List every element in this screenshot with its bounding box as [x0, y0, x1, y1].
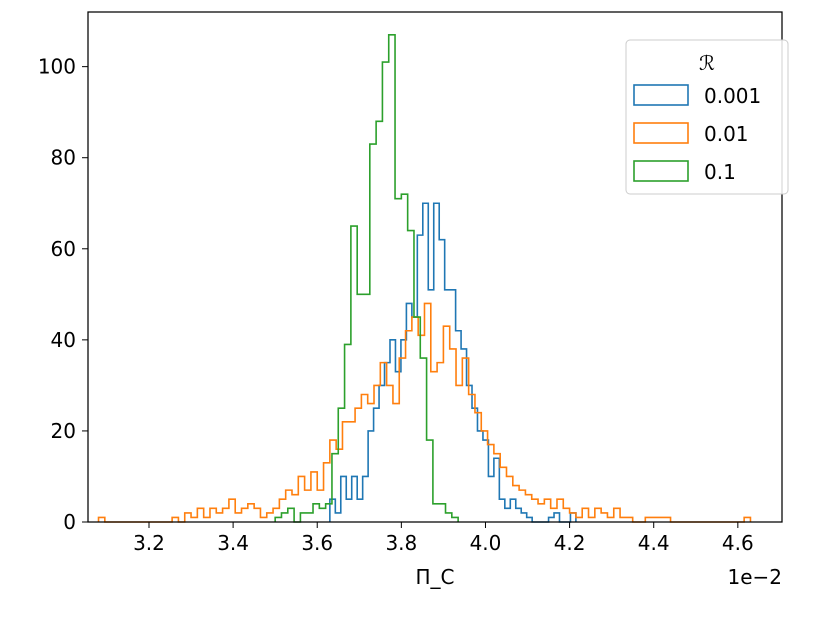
legend-label-0.1: 0.1 — [704, 160, 736, 184]
y-tick-label: 0 — [63, 510, 76, 534]
x-offset-label: 1e−2 — [727, 565, 782, 589]
x-tick-label: 3.6 — [301, 531, 333, 555]
legend: ℛ 0.001 0.01 0.1 — [625, 39, 789, 195]
legend-swatch-0.1 — [633, 160, 689, 182]
y-tick-label: 100 — [38, 55, 76, 79]
y-tick-label: 80 — [51, 146, 76, 170]
y-tick-label: 60 — [51, 237, 76, 261]
histogram-step-0.1 — [274, 33, 459, 523]
legend-label-0.001: 0.001 — [704, 84, 761, 108]
histogram-step-0.01 — [97, 302, 752, 523]
legend-box — [625, 39, 789, 195]
legend-swatch-0.001 — [633, 84, 689, 106]
x-axis-label: Π_C — [415, 565, 454, 589]
y-axis: 0 20 40 60 80 100 — [38, 55, 88, 534]
x-tick-label: 3.4 — [217, 531, 249, 555]
legend-swatch-0.01 — [633, 122, 689, 144]
y-tick-label: 20 — [51, 419, 76, 443]
legend-label-0.01: 0.01 — [704, 122, 749, 146]
series-0.1 — [274, 33, 459, 523]
x-axis: 3.2 3.4 3.6 3.8 4.0 4.2 4.4 4.6 — [133, 522, 754, 555]
legend-title: ℛ — [699, 51, 715, 75]
series-layer — [97, 33, 752, 523]
legend-items: 0.001 0.01 0.1 — [633, 84, 761, 184]
series-0.01 — [97, 302, 752, 523]
plot-frame — [87, 11, 783, 523]
x-tick-label: 4.0 — [470, 531, 502, 555]
x-tick-label: 4.6 — [722, 531, 754, 555]
x-tick-label: 3.2 — [133, 531, 165, 555]
x-tick-label: 3.8 — [385, 531, 417, 555]
series-0.001 — [329, 202, 577, 523]
y-tick-label: 40 — [51, 328, 76, 352]
x-tick-label: 4.2 — [554, 531, 586, 555]
x-tick-label: 4.4 — [638, 531, 670, 555]
histogram-step-0.001 — [329, 202, 577, 523]
